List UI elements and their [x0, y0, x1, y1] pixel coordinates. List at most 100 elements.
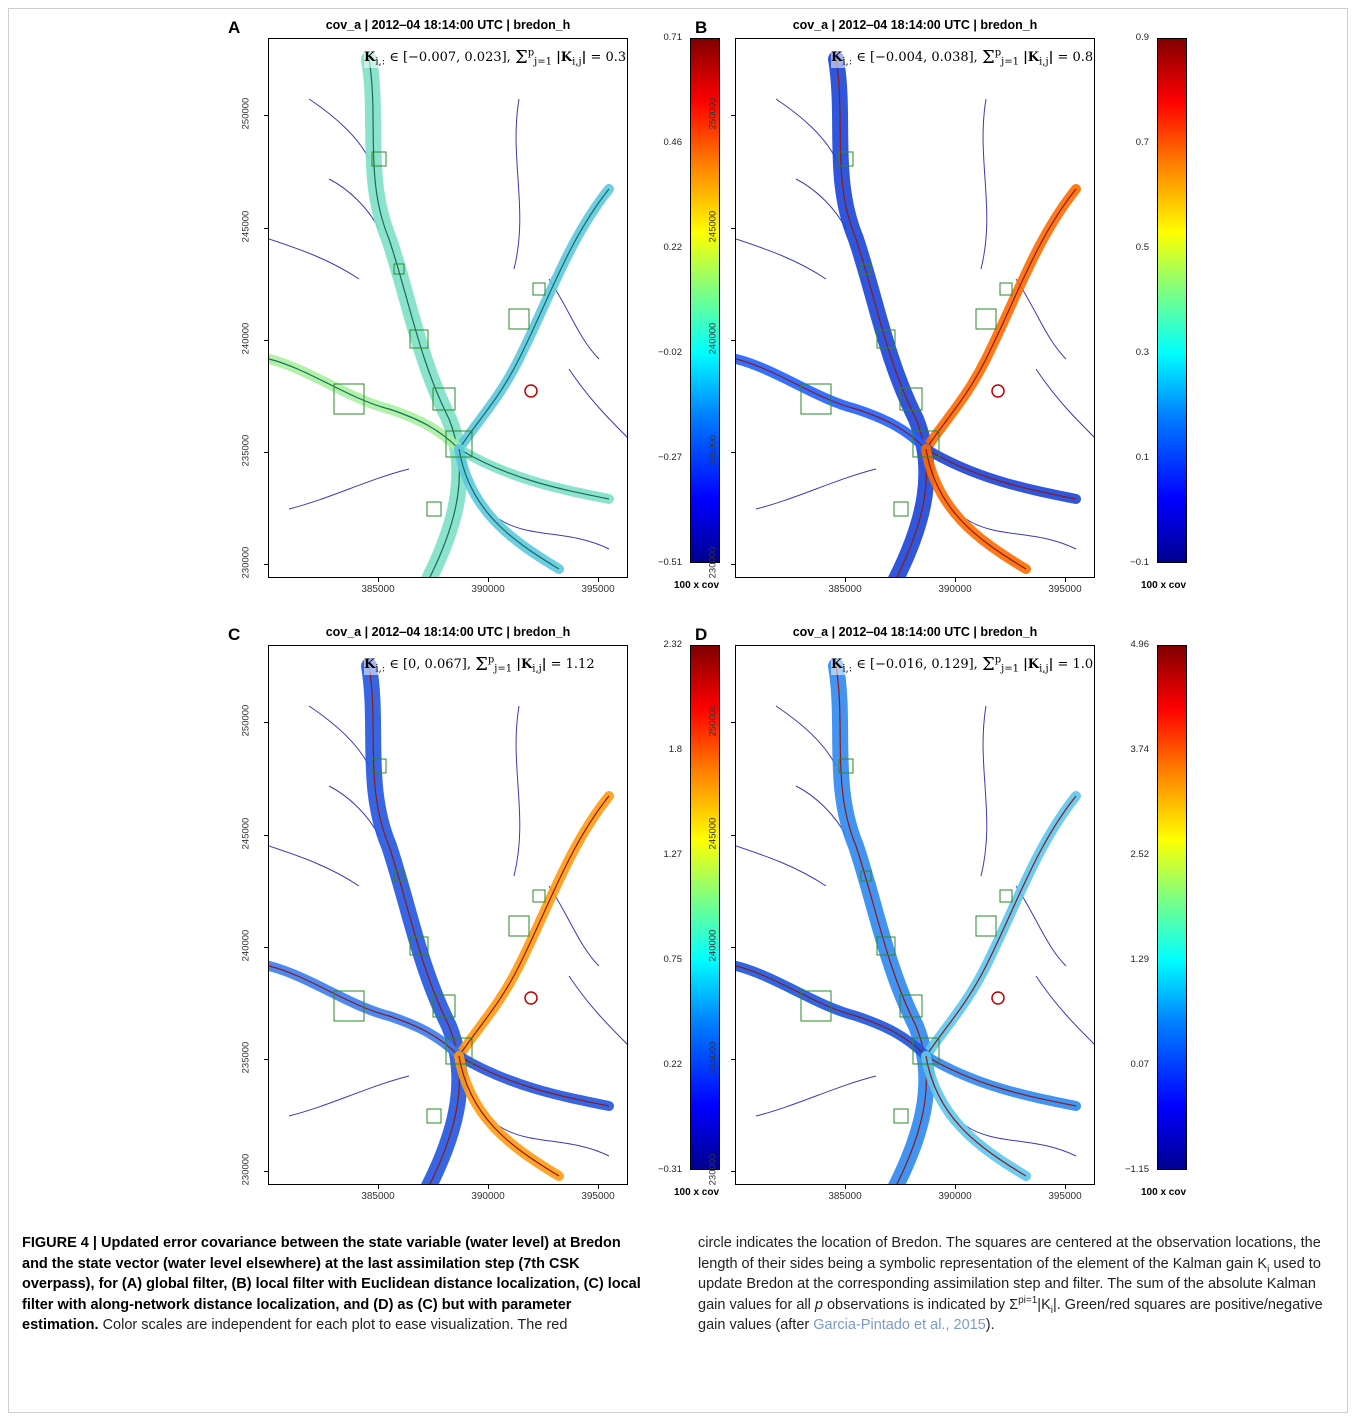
colorbar-label: 0.5: [1135, 242, 1149, 253]
colorbar-label: 3.74: [1130, 744, 1150, 755]
y-tick-label: 245000: [240, 817, 252, 850]
floodplain-area: [454, 1051, 614, 1111]
colorbar-label: −1.15: [1124, 1164, 1149, 1175]
observation-square: [800, 383, 832, 415]
gain-annotation: Ki,: ∈ [−0.007, 0.023], Σpj=1 |Ki,j| = 0…: [364, 47, 627, 68]
observation-square: [333, 383, 365, 415]
panel-title: cov_a | 2012‒04 18:14:00 UTC | bredon_h: [325, 18, 571, 32]
observation-square: [333, 990, 365, 1022]
observation-square: [899, 994, 923, 1018]
observation-square: [508, 915, 530, 937]
colorbar-label: 2.32: [663, 639, 683, 650]
floodplain-area: [921, 444, 1081, 504]
colorbar-label: 0.46: [663, 137, 683, 148]
observation-square: [860, 263, 872, 275]
map-frame: Ki,: ∈ [0, 0.067], Σpj=1 |Ki,j| = 1.12: [268, 645, 628, 1185]
x-tick-label: 395000: [1048, 584, 1082, 595]
observation-square: [999, 282, 1013, 296]
x-tick-mark: [378, 578, 379, 582]
river-line: [458, 188, 610, 450]
panel-title: cov_a | 2012‒04 18:14:00 UTC | bredon_h: [792, 18, 1038, 32]
figure-container: [8, 8, 1348, 1413]
observation-square: [838, 758, 854, 774]
y-tick-mark: [731, 228, 735, 229]
y-tick-mark: [731, 1171, 735, 1172]
map-frame: Ki,: ∈ [−0.007, 0.023], Σpj=1 |Ki,j| = 0…: [268, 38, 628, 578]
x-tick-mark: [488, 578, 489, 582]
tributary-line: [548, 885, 600, 967]
river-line: [458, 448, 610, 500]
river-line: [925, 795, 1077, 1057]
y-tick-label: 235000: [240, 434, 252, 467]
caption-text-right-2: used to update Bredon at the correspondi…: [698, 1255, 1321, 1313]
floodplain-area: [454, 444, 614, 504]
caption-figure-label: FIGURE 4 | Updated error covariance betw…: [22, 1235, 641, 1334]
y-tick-label: 250000: [240, 704, 252, 737]
floodplain-area: [454, 1051, 564, 1181]
river-line: [925, 448, 1077, 500]
y-tick-label: 245000: [707, 817, 719, 850]
colorbar-label: 1.8: [668, 744, 682, 755]
floodplain-area: [921, 791, 1081, 1061]
colorbar: [1157, 38, 1187, 563]
observation-square: [445, 1037, 473, 1065]
tributary-line: [1035, 368, 1094, 438]
x-tick-mark: [378, 1185, 379, 1189]
colorbar-label: 1.29: [1130, 954, 1150, 965]
y-tick-mark: [264, 228, 268, 229]
river-line: [925, 1055, 1027, 1177]
panel-letter: B: [695, 18, 708, 37]
y-tick-mark: [264, 947, 268, 948]
colorbar-label: 0.75: [663, 954, 683, 965]
x-tick-label: 390000: [471, 584, 505, 595]
y-tick-mark: [731, 340, 735, 341]
map-frame: Ki,: ∈ [−0.016, 0.129], Σpj=1 |Ki,j| = 1…: [735, 645, 1095, 1185]
observation-square: [393, 870, 405, 882]
x-tick-mark: [1065, 1185, 1066, 1189]
y-tick-mark: [731, 115, 735, 116]
observation-square: [912, 1037, 940, 1065]
observation-square: [532, 889, 546, 903]
gain-annotation: Ki,: ∈ [0, 0.067], Σpj=1 |Ki,j| = 1.12: [364, 654, 595, 675]
observation-square: [876, 936, 896, 956]
tributary-line: [568, 368, 627, 438]
observation-square: [800, 990, 832, 1022]
tributary-line: [736, 845, 827, 887]
observation-square: [432, 387, 456, 411]
river-line: [269, 358, 460, 450]
y-tick-mark: [731, 452, 735, 453]
tributary-line: [308, 705, 370, 767]
x-tick-label: 385000: [828, 1191, 862, 1202]
river-line: [736, 358, 927, 450]
floodplain-area: [921, 444, 1031, 574]
y-tick-label: 240000: [240, 322, 252, 355]
y-tick-label: 250000: [707, 704, 719, 737]
y-tick-label: 250000: [707, 97, 719, 130]
observation-square: [393, 263, 405, 275]
observation-square: [899, 387, 923, 411]
x-tick-label: 390000: [471, 1191, 505, 1202]
river-line: [925, 448, 1027, 570]
x-tick-mark: [955, 1185, 956, 1189]
river-line: [269, 965, 460, 1057]
colorbar-label: 0.7: [1135, 137, 1149, 148]
colorbar: [1157, 645, 1187, 1170]
tributary-line: [980, 98, 988, 270]
tributary-line: [269, 238, 360, 280]
y-tick-label: 230000: [240, 546, 252, 579]
colorbar-label: 0.22: [663, 242, 683, 253]
panel-title: cov_a | 2012‒04 18:14:00 UTC | bredon_h: [792, 625, 1038, 639]
x-tick-mark: [955, 578, 956, 582]
x-tick-label: 395000: [581, 584, 615, 595]
colorbar-label: 0.3: [1135, 347, 1149, 358]
tributary-line: [1015, 885, 1067, 967]
floodplain-area: [921, 184, 1081, 454]
caption-text-right-4: |K: [1037, 1296, 1051, 1313]
observation-square: [409, 936, 429, 956]
map-frame: Ki,: ∈ [−0.004, 0.038], Σpj=1 |Ki,j| = 0…: [735, 38, 1095, 578]
y-tick-mark: [264, 340, 268, 341]
floodplain-area: [454, 184, 614, 454]
tributary-line: [1015, 278, 1067, 360]
tributary-line: [498, 1125, 610, 1157]
caption-reference-link[interactable]: Garcia-Pintado et al., 2015: [813, 1317, 986, 1334]
